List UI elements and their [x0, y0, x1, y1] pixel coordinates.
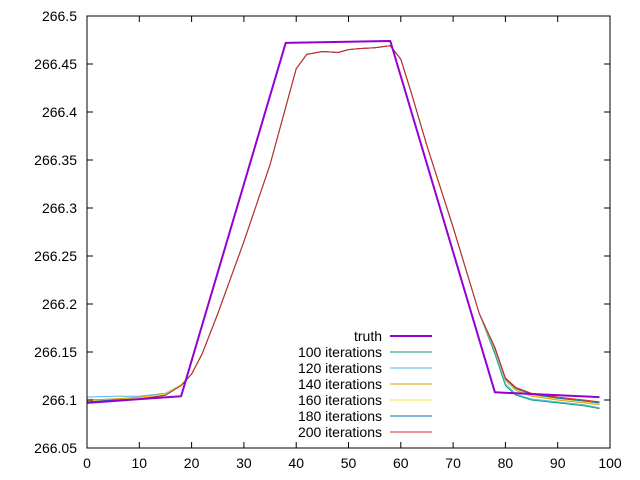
y-tick-label: 266.1 — [42, 392, 77, 408]
y-tick-label: 266.25 — [34, 248, 77, 264]
y-tick-label: 266.3 — [42, 200, 77, 216]
series-line-truth — [86, 40, 600, 404]
y-tick-label: 266.2 — [42, 296, 77, 312]
y-tick-label: 266.45 — [34, 56, 77, 72]
y-tick-label: 266.4 — [42, 104, 77, 120]
x-tick-label: 30 — [236, 455, 252, 471]
x-tick-label: 90 — [550, 455, 566, 471]
y-tick-label: 266.35 — [34, 152, 77, 168]
x-tick-label: 100 — [598, 455, 622, 471]
x-tick-label: 40 — [288, 455, 304, 471]
ticks-layer: 0 10 20 30 40 50 60 70 80 90 100 266.05 266.1 266.15 2… — [34, 8, 622, 471]
x-tick-label: 80 — [498, 455, 514, 471]
x-tick-label: 70 — [445, 455, 461, 471]
y-tick-label: 266.05 — [34, 440, 77, 456]
legend-label: 160 iterations — [298, 392, 382, 408]
x-tick-label: 50 — [341, 455, 357, 471]
x-tick-label: 60 — [393, 455, 409, 471]
legend-label: 100 iterations — [298, 344, 382, 360]
series-layer — [86, 40, 600, 410]
x-tick-label: 10 — [132, 455, 148, 471]
x-tick-label: 0 — [83, 455, 91, 471]
series-line-200-iterations — [86, 45, 600, 404]
legend-label: 200 iterations — [298, 424, 382, 440]
legend-label: 180 iterations — [298, 408, 382, 424]
y-tick-label: 266.5 — [42, 8, 77, 24]
legend-label: truth — [354, 328, 382, 344]
legend-label: 140 iterations — [298, 376, 382, 392]
y-tick-label: 266.15 — [34, 344, 77, 360]
x-tick-label: 20 — [184, 455, 200, 471]
legend-label: 120 iterations — [298, 360, 382, 376]
